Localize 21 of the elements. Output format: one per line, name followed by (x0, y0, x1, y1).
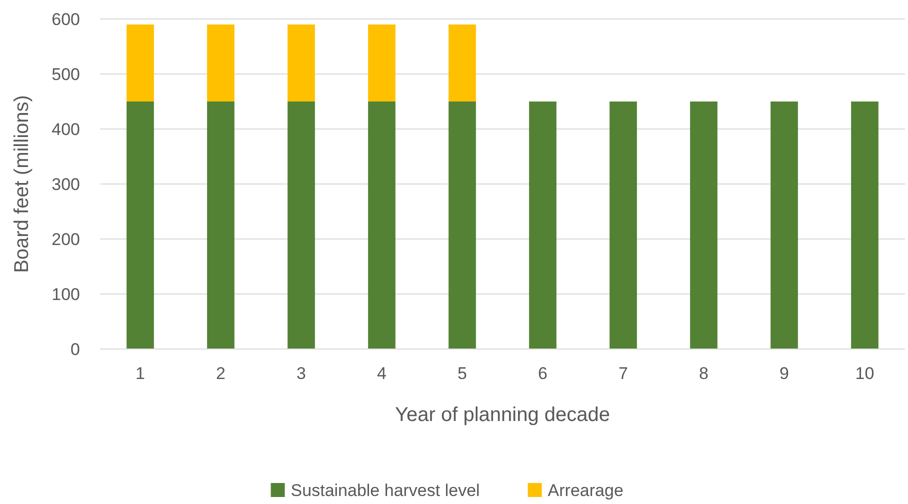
x-tick-label: 8 (699, 364, 708, 383)
legend-label: Sustainable harvest level (290, 480, 480, 500)
x-tick-label: 6 (538, 364, 548, 383)
x-tick-label: 9 (780, 364, 789, 383)
y-tick-label: 400 (52, 120, 80, 139)
x-tick-label: 10 (855, 364, 874, 383)
x-tick-label: 7 (618, 364, 628, 383)
y-tick-label: 0 (70, 340, 80, 359)
y-tick-label: 100 (52, 284, 80, 304)
x-tick-label: 2 (216, 364, 226, 383)
x-tick-label: 1 (136, 364, 145, 383)
x-tick-label: 4 (377, 364, 386, 383)
x-tick-label: 5 (458, 364, 467, 383)
x-tick-label: 3 (296, 364, 306, 383)
y-tick-label: 300 (52, 174, 80, 194)
y-axis-title: Board feet (millions) (11, 95, 33, 273)
x-axis-title: Year of planning decade (395, 404, 610, 426)
y-tick-label: 500 (52, 64, 80, 84)
y-tick-label: 600 (52, 10, 80, 29)
legend-label: Arrearage (548, 480, 624, 500)
y-tick-label: 200 (52, 230, 80, 249)
